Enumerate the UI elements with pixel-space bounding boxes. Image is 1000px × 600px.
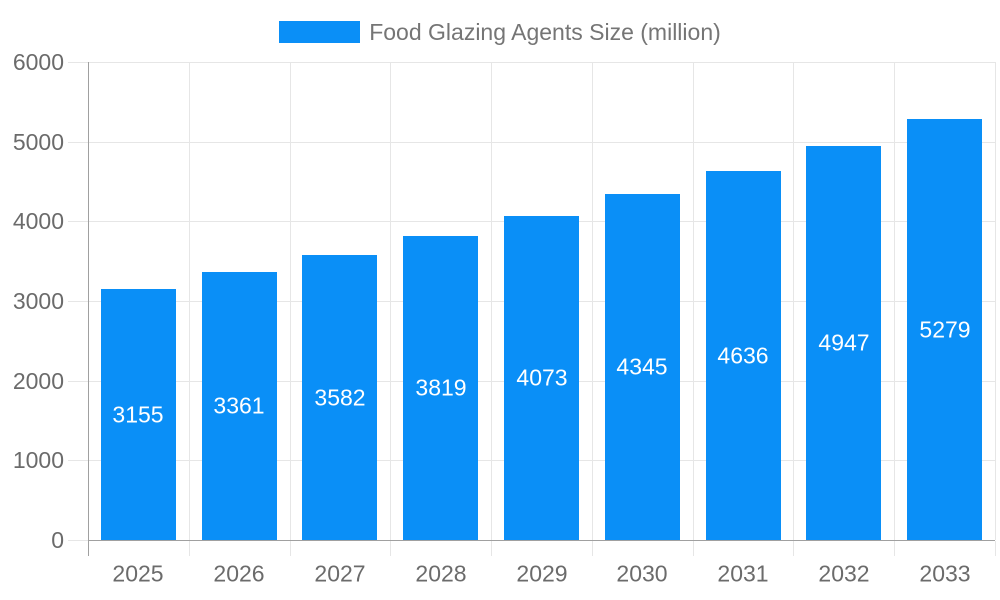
bar-value-label: 5279	[919, 316, 971, 343]
y-axis-tick	[68, 460, 88, 461]
x-axis-tick	[894, 541, 895, 556]
legend[interactable]: Food Glazing Agents Size (million)	[0, 18, 1000, 46]
x-axis-label: 2033	[919, 560, 971, 587]
legend-swatch	[279, 21, 361, 43]
bar-value-label: 4947	[818, 329, 870, 356]
x-gridline	[995, 62, 996, 540]
x-gridline	[491, 62, 492, 540]
bar-value-label: 3361	[213, 392, 265, 419]
legend-label: Food Glazing Agents Size (million)	[369, 19, 721, 45]
x-gridline	[390, 62, 391, 540]
x-axis-label: 2032	[818, 560, 870, 587]
y-axis-label: 1000	[12, 447, 64, 473]
bar[interactable]	[504, 216, 579, 540]
x-axis-tick	[390, 541, 391, 556]
x-axis-label: 2027	[314, 560, 366, 587]
x-gridline	[189, 62, 190, 540]
bar-value-label: 4345	[616, 353, 668, 380]
y-axis-tick	[68, 62, 88, 63]
x-axis-tick	[693, 541, 694, 556]
x-axis-label: 2029	[516, 560, 568, 587]
bar-value-label: 3582	[314, 384, 366, 411]
y-axis-line	[88, 62, 89, 556]
y-axis-tick	[68, 381, 88, 382]
y-axis-tick	[68, 142, 88, 143]
x-axis-tick	[592, 541, 593, 556]
y-axis-label: 5000	[12, 129, 64, 155]
bar[interactable]	[302, 255, 377, 540]
x-axis-label: 2031	[717, 560, 769, 587]
x-gridline	[592, 62, 593, 540]
y-gridline	[88, 62, 995, 63]
y-axis-label: 3000	[12, 288, 64, 314]
y-axis-label: 6000	[12, 49, 64, 75]
x-axis-tick	[189, 541, 190, 556]
x-axis-label: 2026	[213, 560, 265, 587]
x-axis-tick	[793, 541, 794, 556]
bar-value-label: 3155	[112, 401, 164, 428]
y-axis-tick	[68, 221, 88, 222]
y-axis-label: 0	[51, 527, 64, 553]
bar[interactable]	[101, 289, 176, 540]
bar[interactable]	[806, 146, 881, 540]
bar-value-label: 4636	[717, 342, 769, 369]
zero-line	[88, 540, 995, 541]
y-gridline	[88, 142, 995, 143]
bar-value-label: 4073	[516, 364, 568, 391]
x-gridline	[290, 62, 291, 540]
y-axis-tick	[68, 540, 88, 541]
x-axis-label: 2028	[415, 560, 467, 587]
x-gridline	[693, 62, 694, 540]
bar[interactable]	[605, 194, 680, 540]
x-axis-label: 2030	[616, 560, 668, 587]
bar[interactable]	[907, 119, 982, 540]
bar[interactable]	[403, 236, 478, 540]
bar-value-label: 3819	[415, 374, 467, 401]
x-gridline	[894, 62, 895, 540]
y-axis-label: 2000	[12, 368, 64, 394]
x-axis-tick	[290, 541, 291, 556]
bar[interactable]	[202, 272, 277, 540]
x-axis-tick	[491, 541, 492, 556]
y-axis-tick	[68, 301, 88, 302]
x-axis-tick	[995, 541, 996, 556]
bar[interactable]	[706, 171, 781, 540]
y-axis-label: 4000	[12, 208, 64, 234]
x-axis-label: 2025	[112, 560, 164, 587]
x-gridline	[793, 62, 794, 540]
